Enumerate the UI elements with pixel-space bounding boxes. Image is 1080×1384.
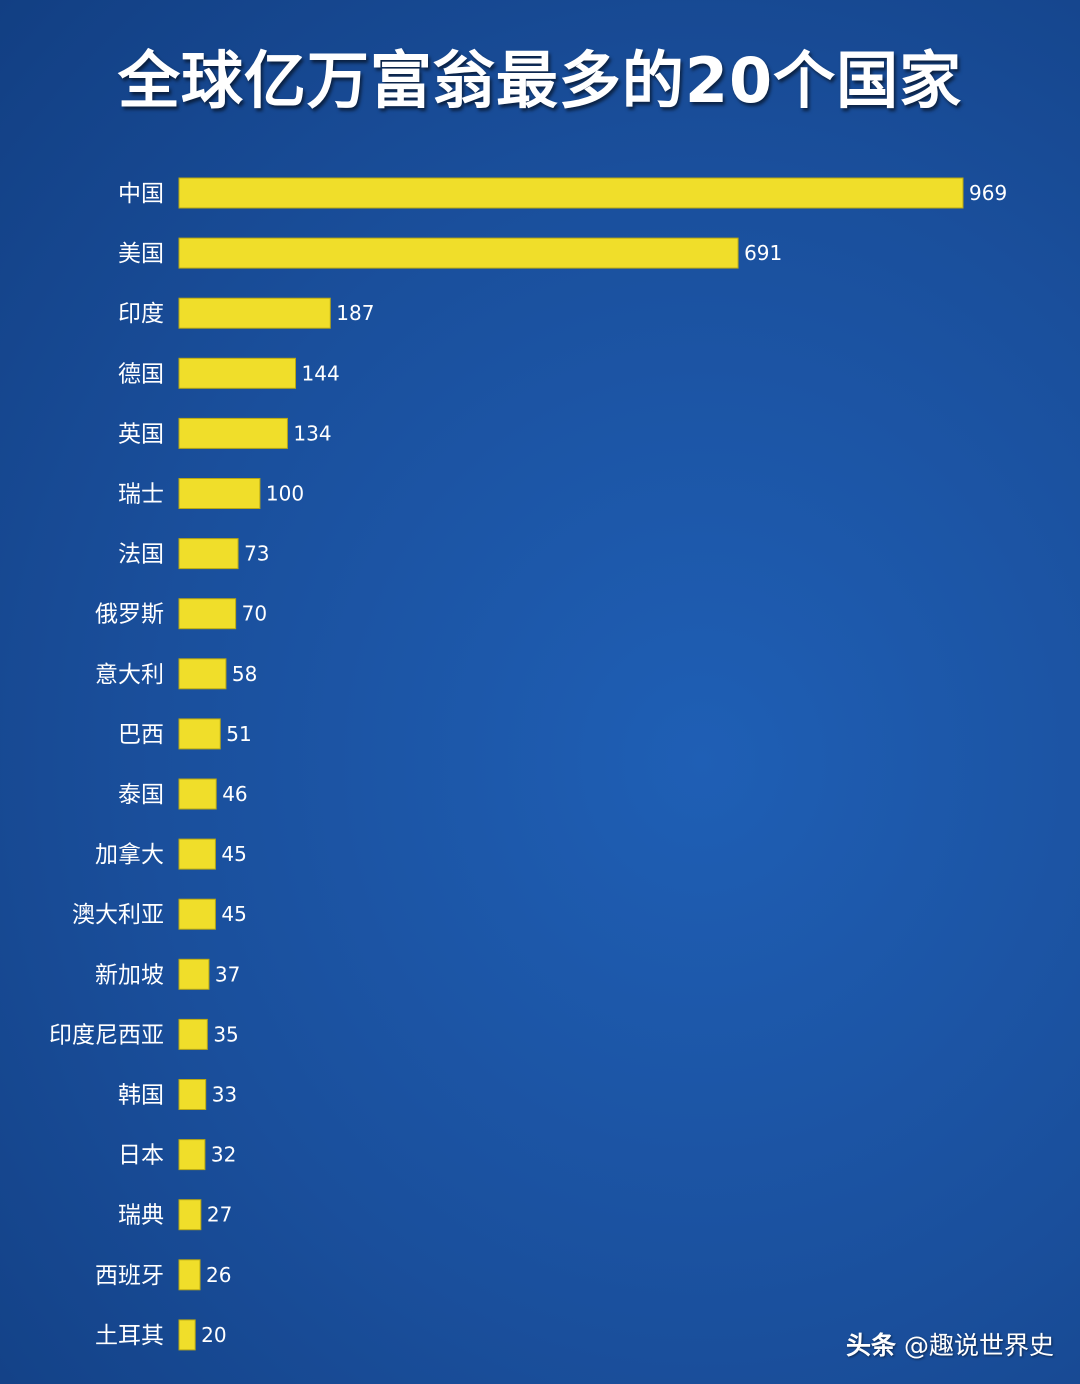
bar-5 — [178, 417, 288, 449]
value-label-13: 45 — [221, 902, 246, 926]
bar-3 — [178, 297, 331, 329]
category-label-3: 印度 — [118, 301, 164, 327]
bar-12 — [178, 838, 216, 870]
bar-20 — [178, 1319, 196, 1351]
bar-1 — [178, 177, 964, 209]
bar-8 — [178, 598, 237, 630]
category-label-6: 瑞士 — [118, 482, 164, 508]
watermark-brand: 头条 — [845, 1331, 896, 1360]
bar-19 — [178, 1259, 201, 1291]
category-label-15: 印度尼西亚 — [49, 1022, 164, 1048]
category-label-14: 新加坡 — [95, 962, 164, 988]
category-label-1: 中国 — [118, 181, 164, 207]
category-label-7: 法国 — [118, 542, 164, 568]
category-label-11: 泰国 — [118, 782, 164, 808]
value-label-6: 100 — [266, 482, 304, 506]
value-label-15: 35 — [213, 1022, 238, 1046]
bars-group: 中国 969 美国 691 印度 187 德国 144 英国 134 瑞士 100 法国 73 俄罗斯 70 意… — [49, 177, 1007, 1351]
category-label-4: 德国 — [118, 361, 164, 387]
bar-9 — [178, 658, 227, 690]
bar-16 — [178, 1079, 207, 1110]
value-label-20: 20 — [201, 1323, 226, 1347]
value-label-7: 73 — [244, 542, 269, 566]
bar-6 — [178, 478, 261, 509]
category-label-2: 美国 — [118, 241, 164, 267]
bar-11 — [178, 778, 217, 810]
bar-7 — [178, 538, 239, 570]
value-label-10: 51 — [226, 722, 251, 746]
bar-4 — [178, 357, 297, 389]
value-label-4: 144 — [302, 361, 340, 385]
value-label-5: 134 — [293, 421, 331, 445]
category-label-20: 土耳其 — [95, 1323, 164, 1349]
bar-18 — [178, 1199, 202, 1231]
category-label-5: 英国 — [118, 421, 164, 447]
bar-15 — [178, 1018, 208, 1050]
bar-2 — [178, 237, 739, 269]
value-label-18: 27 — [207, 1203, 232, 1227]
value-label-1: 969 — [969, 181, 1007, 205]
value-label-2: 691 — [744, 241, 782, 265]
watermark-handle: @趣说世界史 — [903, 1331, 1054, 1360]
value-label-8: 70 — [242, 602, 267, 626]
category-label-16: 韩国 — [118, 1083, 164, 1109]
value-label-16: 33 — [212, 1083, 237, 1107]
bar-17 — [178, 1139, 206, 1171]
category-label-8: 俄罗斯 — [95, 602, 164, 628]
category-label-9: 意大利 — [95, 662, 164, 688]
category-label-10: 巴西 — [118, 722, 164, 748]
category-label-12: 加拿大 — [95, 841, 164, 868]
bar-14 — [178, 958, 210, 990]
category-label-18: 瑞典 — [118, 1203, 164, 1229]
bar-10 — [178, 718, 221, 750]
bar-13 — [178, 898, 216, 930]
value-label-17: 32 — [211, 1143, 236, 1167]
value-label-11: 46 — [222, 782, 247, 806]
value-label-12: 45 — [221, 842, 246, 866]
value-label-19: 26 — [206, 1263, 231, 1287]
value-label-9: 58 — [232, 662, 257, 686]
category-label-13: 澳大利亚 — [72, 902, 164, 928]
category-label-19: 西班牙 — [95, 1263, 164, 1289]
category-label-17: 日本 — [118, 1143, 164, 1169]
chart-title: 全球亿万富翁最多的20个国家 — [117, 44, 963, 117]
watermark: 头条 @趣说世界史 — [846, 1326, 1054, 1362]
value-label-14: 37 — [215, 962, 240, 986]
value-label-3: 187 — [336, 301, 374, 325]
